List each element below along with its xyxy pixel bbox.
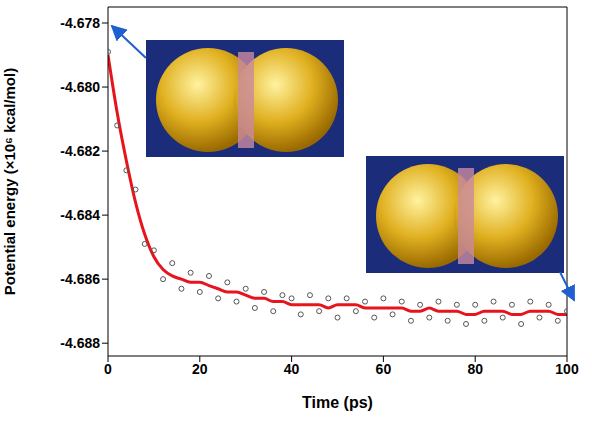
svg-text:-4.688: -4.688 <box>60 335 100 351</box>
svg-text:60: 60 <box>376 361 392 377</box>
svg-text:100: 100 <box>555 361 579 377</box>
svg-text:-4.684: -4.684 <box>60 207 100 223</box>
svg-text:-4.682: -4.682 <box>60 143 100 159</box>
svg-text:80: 80 <box>467 361 483 377</box>
svg-text:-4.678: -4.678 <box>60 15 100 31</box>
svg-text:20: 20 <box>192 361 208 377</box>
svg-text:0: 0 <box>104 361 112 377</box>
svg-text:Time (ps): Time (ps) <box>302 394 373 411</box>
svg-text:-4.686: -4.686 <box>60 271 100 287</box>
svg-text:Potential energy (×10⁶ kcal/mo: Potential energy (×10⁶ kcal/mol) <box>1 68 18 295</box>
svg-text:-4.680: -4.680 <box>60 79 100 95</box>
svg-text:40: 40 <box>284 361 300 377</box>
